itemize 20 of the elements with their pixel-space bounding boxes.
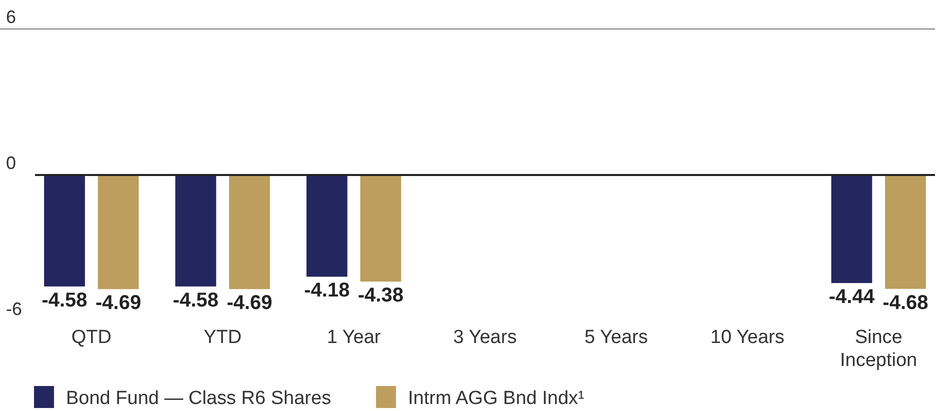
y-tick-label: 6 [6, 7, 16, 27]
data-label: -4.69 [96, 292, 142, 314]
x-tick-label: 10 Years [710, 327, 784, 348]
x-tick-label: YTD [204, 327, 242, 348]
x-tick-label: Since Inception [840, 327, 918, 371]
data-label: -4.58 [172, 289, 219, 312]
data-label: -4.58 [42, 289, 88, 312]
legend-label: Bond Fund — Class R6 Shares [66, 388, 332, 409]
data-label: -4.69 [226, 292, 272, 314]
data-label: -4.44 [828, 286, 876, 308]
y-tick-label: -6 [6, 299, 22, 319]
y-tick-label: 0 [6, 153, 16, 173]
x-tick-label: 3 Years [453, 327, 517, 348]
x-tick-label: 1 Year [326, 327, 382, 348]
data-label: -4.68 [882, 292, 928, 314]
x-tick-label: QTD [71, 327, 112, 348]
x-tick-label: 5 Years [584, 327, 648, 348]
data-label: -4.18 [304, 280, 350, 302]
legend-label: Intrm AGG Bnd Indx¹ [408, 388, 584, 409]
data-label: -4.38 [358, 284, 404, 307]
